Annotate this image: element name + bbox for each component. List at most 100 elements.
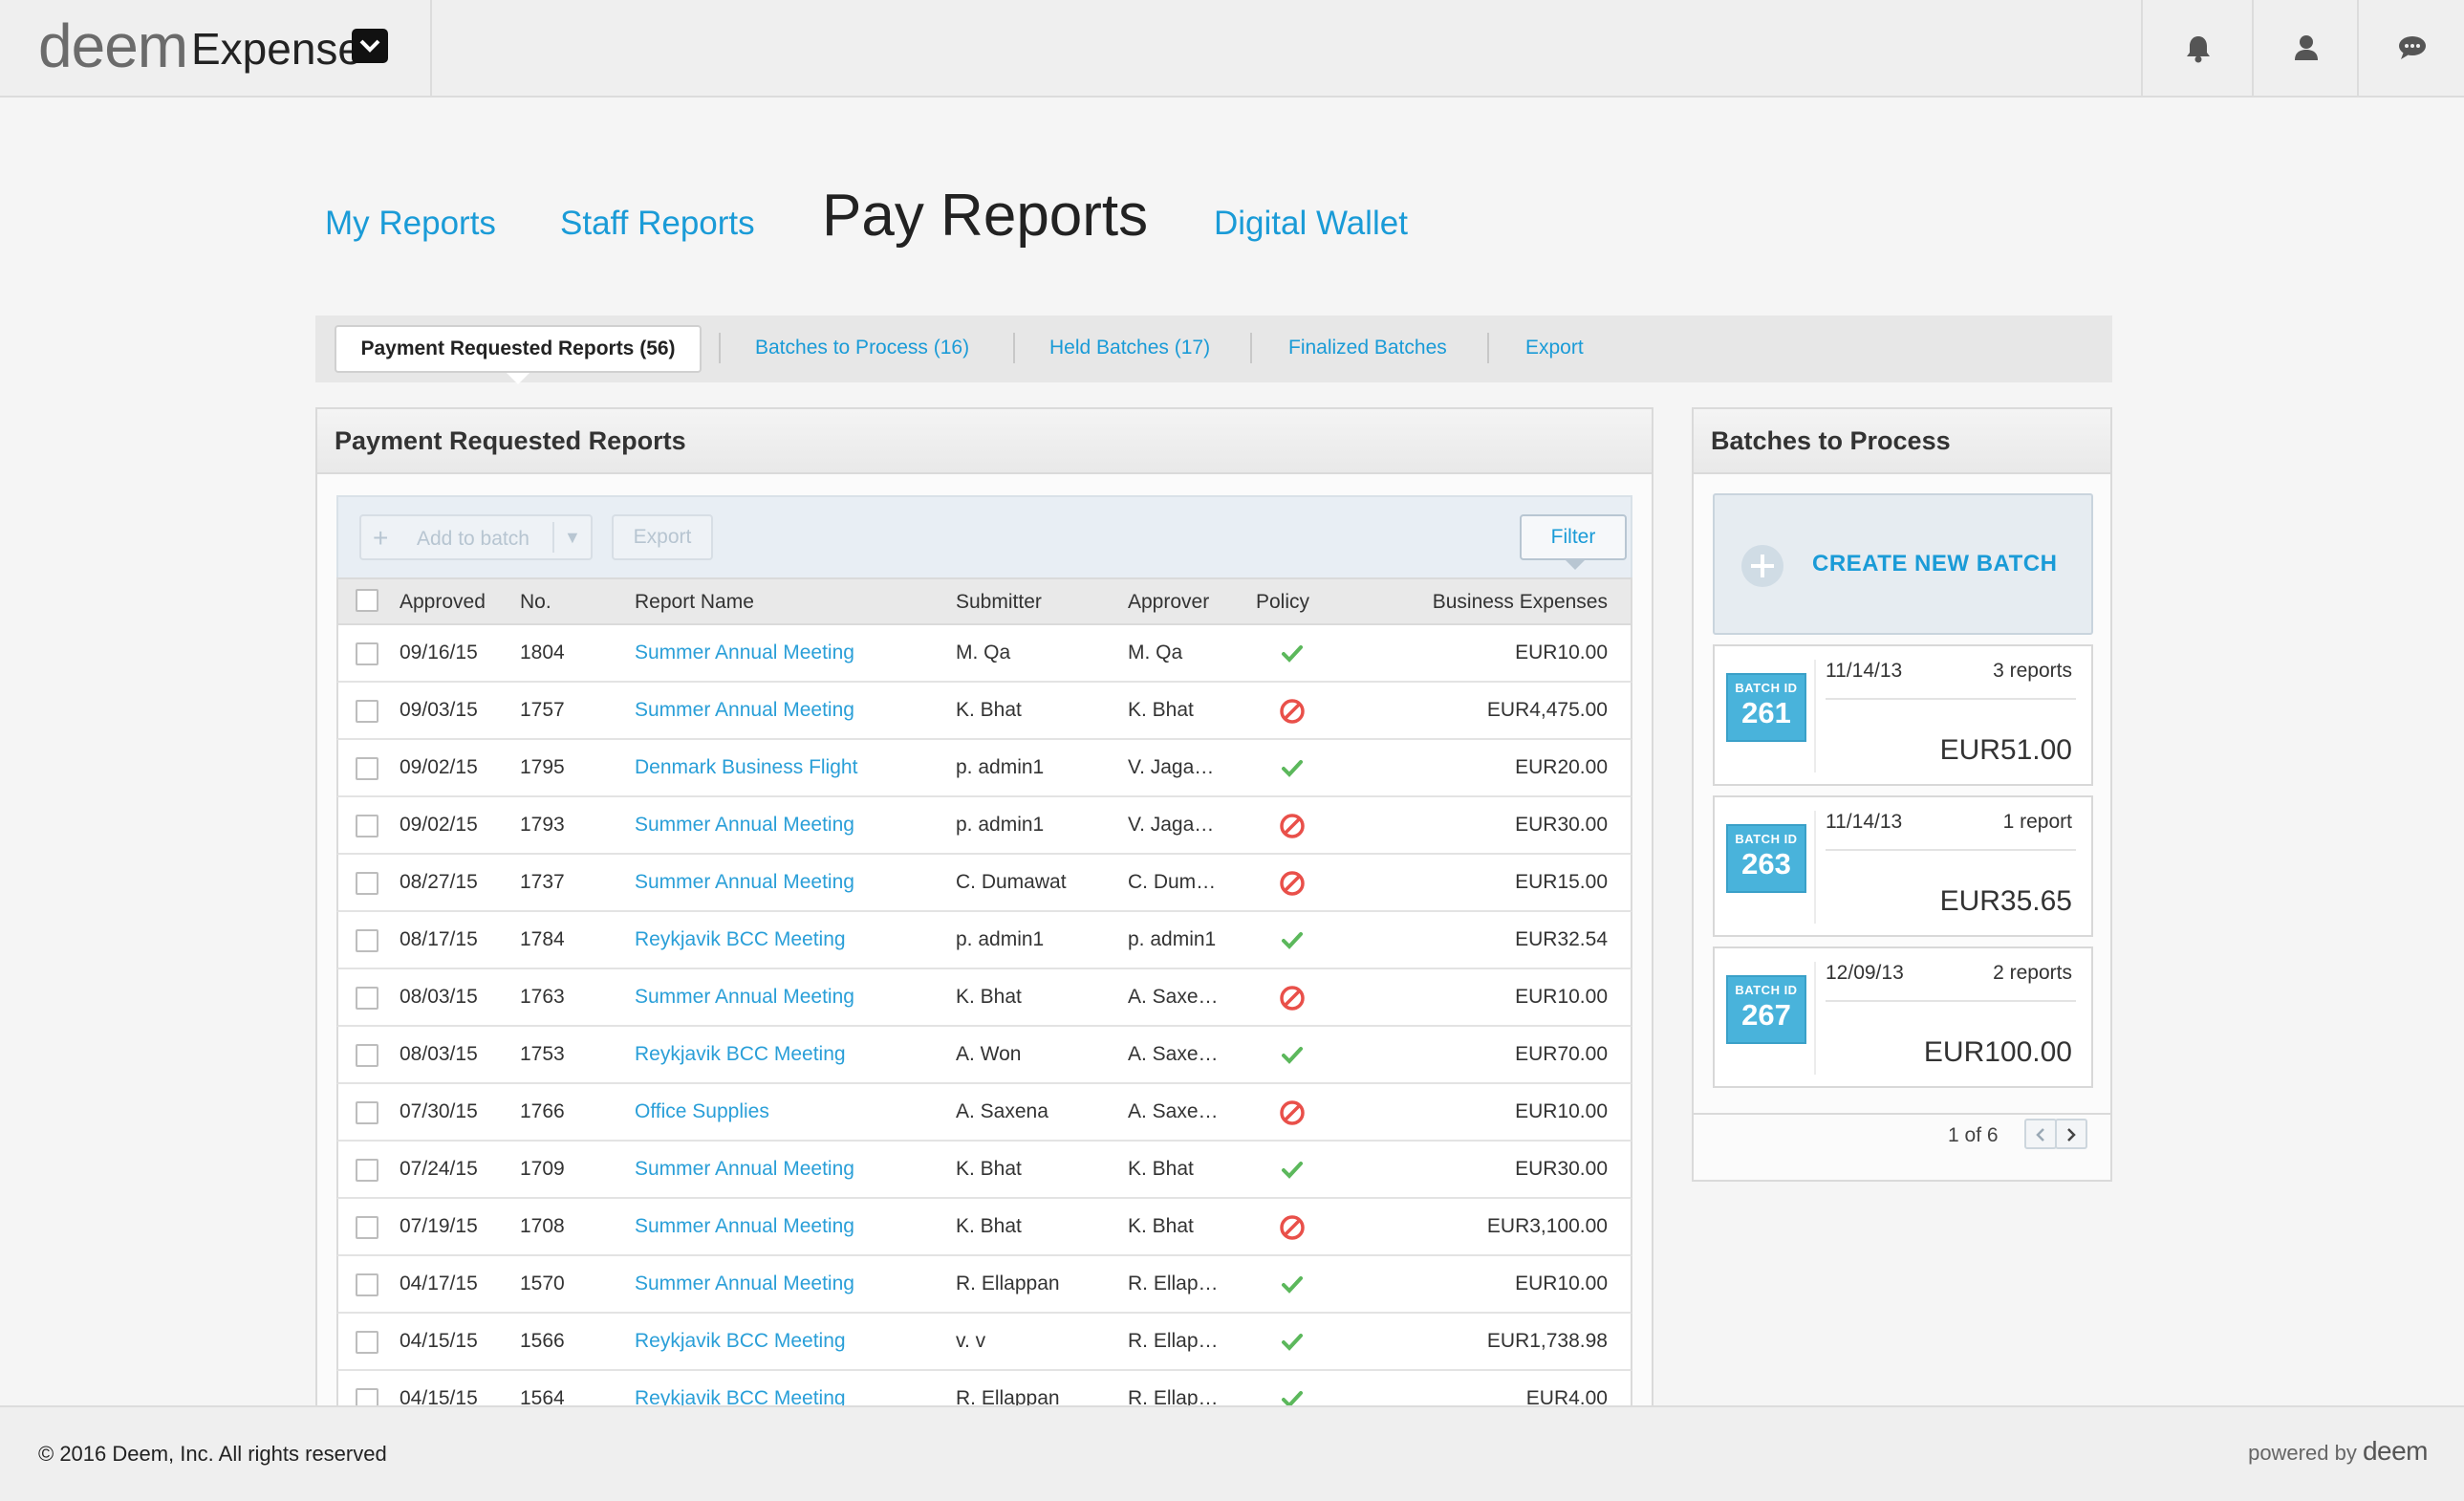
policy-violation-icon[interactable]: [1279, 698, 1306, 725]
row-checkbox[interactable]: [356, 987, 378, 1010]
table-row[interactable]: 08/03/15 1763 Summer Annual Meeting K. Bhat…: [336, 969, 1632, 1027]
pager-prev-button[interactable]: [2024, 1119, 2057, 1149]
report-name-link[interactable]: Summer Annual Meeting: [635, 699, 854, 721]
caret-down-icon[interactable]: ▼: [564, 528, 581, 547]
feedback-button[interactable]: [2357, 0, 2464, 96]
export-button[interactable]: Export: [612, 514, 713, 560]
table-row[interactable]: 09/16/15 1804 Summer Annual Meeting M. Qa M.…: [336, 625, 1632, 683]
batch-amount: EUR100.00: [1923, 1036, 2072, 1068]
col-submitter[interactable]: Submitter: [956, 591, 1042, 613]
nav-my-reports[interactable]: My Reports: [325, 205, 496, 242]
table-row[interactable]: 08/03/15 1753 Reykjavik BCC Meeting A. Won A…: [336, 1027, 1632, 1084]
table-row[interactable]: 07/19/15 1708 Summer Annual Meeting K. Bhat…: [336, 1199, 1632, 1256]
table-row[interactable]: 07/30/15 1766 Office Supplies A. Saxena A. S…: [336, 1084, 1632, 1142]
batch-report-count: 2 reports: [1993, 962, 2072, 984]
plus-icon: +: [373, 523, 389, 553]
report-name-link[interactable]: Denmark Business Flight: [635, 756, 858, 778]
report-name-link[interactable]: Summer Annual Meeting: [635, 642, 854, 663]
table-row[interactable]: 08/17/15 1784 Reykjavik BCC Meeting p. admi…: [336, 912, 1632, 969]
nav-staff-reports[interactable]: Staff Reports: [560, 205, 755, 242]
report-name-link[interactable]: Reykjavik BCC Meeting: [635, 1043, 846, 1065]
create-new-batch-button[interactable]: CREATE NEW BATCH: [1713, 493, 2093, 635]
policy-ok-icon: [1282, 645, 1303, 663]
report-name-link[interactable]: Summer Annual Meeting: [635, 986, 854, 1008]
brand-logo[interactable]: deem Expense: [0, 0, 432, 96]
batch-date: 11/14/13: [1826, 811, 1903, 833]
row-checkbox[interactable]: [356, 872, 378, 895]
batch-card[interactable]: BATCH ID 263 11/14/13 1 report EUR35.65: [1713, 795, 2093, 937]
report-name-link[interactable]: Summer Annual Meeting: [635, 1158, 854, 1180]
tab-payment-requested-reports[interactable]: Payment Requested Reports (56): [335, 325, 702, 384]
cell-amount: EUR1,738.98: [1486, 1330, 1608, 1352]
row-checkbox[interactable]: [356, 700, 378, 723]
notifications-button[interactable]: [2141, 0, 2252, 96]
nav-digital-wallet[interactable]: Digital Wallet: [1214, 205, 1408, 242]
pager-next-button[interactable]: [2055, 1119, 2087, 1149]
tab-batches-to-process[interactable]: Batches to Process (16): [755, 337, 970, 359]
report-name-link[interactable]: Reykjavik BCC Meeting: [635, 1387, 846, 1407]
row-checkbox[interactable]: [356, 757, 378, 780]
report-name-link[interactable]: Summer Annual Meeting: [635, 871, 854, 893]
report-name-link[interactable]: Summer Annual Meeting: [635, 814, 854, 836]
chevron-left-icon: [2036, 1128, 2044, 1142]
row-checkbox[interactable]: [356, 1388, 378, 1405]
tab-export[interactable]: Export: [1525, 337, 1584, 359]
plus-circle-icon: [1741, 545, 1783, 587]
row-checkbox[interactable]: [356, 1044, 378, 1067]
row-checkbox[interactable]: [356, 815, 378, 838]
policy-violation-icon[interactable]: [1279, 870, 1306, 897]
batch-rule: [1826, 698, 2076, 700]
filter-button[interactable]: Filter: [1520, 514, 1627, 570]
row-checkbox[interactable]: [356, 1101, 378, 1124]
col-approved[interactable]: Approved: [400, 591, 486, 613]
report-name-link[interactable]: Reykjavik BCC Meeting: [635, 1330, 846, 1352]
cell-approved: 09/02/15: [400, 756, 478, 778]
add-to-batch-button[interactable]: + Add to batch ▼: [359, 514, 593, 560]
row-checkbox[interactable]: [356, 1216, 378, 1239]
tab-finalized-batches[interactable]: Finalized Batches: [1288, 337, 1447, 359]
policy-violation-icon[interactable]: [1279, 813, 1306, 839]
report-name-link[interactable]: Summer Annual Meeting: [635, 1215, 854, 1237]
cell-submitter: K. Bhat: [956, 986, 1022, 1008]
nav-pay-reports[interactable]: Pay Reports: [822, 183, 1149, 249]
report-name-link[interactable]: Summer Annual Meeting: [635, 1273, 854, 1294]
table-row[interactable]: 07/24/15 1709 Summer Annual Meeting K. Bhat…: [336, 1142, 1632, 1199]
cell-approver: M. Qa: [1128, 642, 1183, 663]
col-business-expenses[interactable]: Business Expenses: [1432, 591, 1608, 613]
report-name-link[interactable]: Office Supplies: [635, 1100, 769, 1122]
policy-violation-icon[interactable]: [1279, 1214, 1306, 1241]
table-row[interactable]: 08/27/15 1737 Summer Annual Meeting C. Duma…: [336, 855, 1632, 912]
policy-violation-icon[interactable]: [1279, 1099, 1306, 1126]
batch-date: 12/09/13: [1826, 962, 1904, 984]
col-policy[interactable]: Policy: [1256, 591, 1310, 613]
profile-button[interactable]: [2252, 0, 2357, 96]
table-row[interactable]: 04/17/15 1570 Summer Annual Meeting R. Ella…: [336, 1256, 1632, 1314]
row-checkbox[interactable]: [356, 929, 378, 952]
row-checkbox[interactable]: [356, 1159, 378, 1182]
cell-no: 1763: [520, 986, 565, 1008]
col-approver[interactable]: Approver: [1128, 591, 1210, 613]
row-checkbox[interactable]: [356, 1331, 378, 1354]
table-row[interactable]: 09/02/15 1795 Denmark Business Flight p. ad…: [336, 740, 1632, 797]
tab-held-batches[interactable]: Held Batches (17): [1049, 337, 1211, 359]
batch-id-badge: BATCH ID 261: [1726, 673, 1806, 742]
app-switcher-button[interactable]: [352, 29, 388, 63]
cell-submitter: p. admin1: [956, 928, 1045, 950]
cell-submitter: M. Qa: [956, 642, 1011, 663]
table-row[interactable]: 04/15/15 1566 Reykjavik BCC Meeting v. v R. …: [336, 1314, 1632, 1371]
policy-violation-icon[interactable]: [1279, 985, 1306, 1012]
cell-approved: 07/19/15: [400, 1215, 478, 1237]
batch-card[interactable]: BATCH ID 267 12/09/13 2 reports EUR100.00: [1713, 946, 2093, 1088]
batch-card[interactable]: BATCH ID 261 11/14/13 3 reports EUR51.00: [1713, 644, 2093, 786]
cell-no: 1564: [520, 1387, 565, 1407]
col-no[interactable]: No.: [520, 591, 551, 613]
col-report-name[interactable]: Report Name: [635, 591, 754, 613]
table-row[interactable]: 04/15/15 1564 Reykjavik BCC Meeting R. Ella…: [336, 1371, 1632, 1407]
row-checkbox[interactable]: [356, 642, 378, 665]
select-all-checkbox[interactable]: [356, 589, 378, 612]
table-row[interactable]: 09/03/15 1757 Summer Annual Meeting K. Bhat…: [336, 683, 1632, 740]
row-checkbox[interactable]: [356, 1273, 378, 1296]
report-name-link[interactable]: Reykjavik BCC Meeting: [635, 928, 846, 950]
table-row[interactable]: 09/02/15 1793 Summer Annual Meeting p. admi…: [336, 797, 1632, 855]
cell-amount: EUR4.00: [1525, 1387, 1608, 1407]
